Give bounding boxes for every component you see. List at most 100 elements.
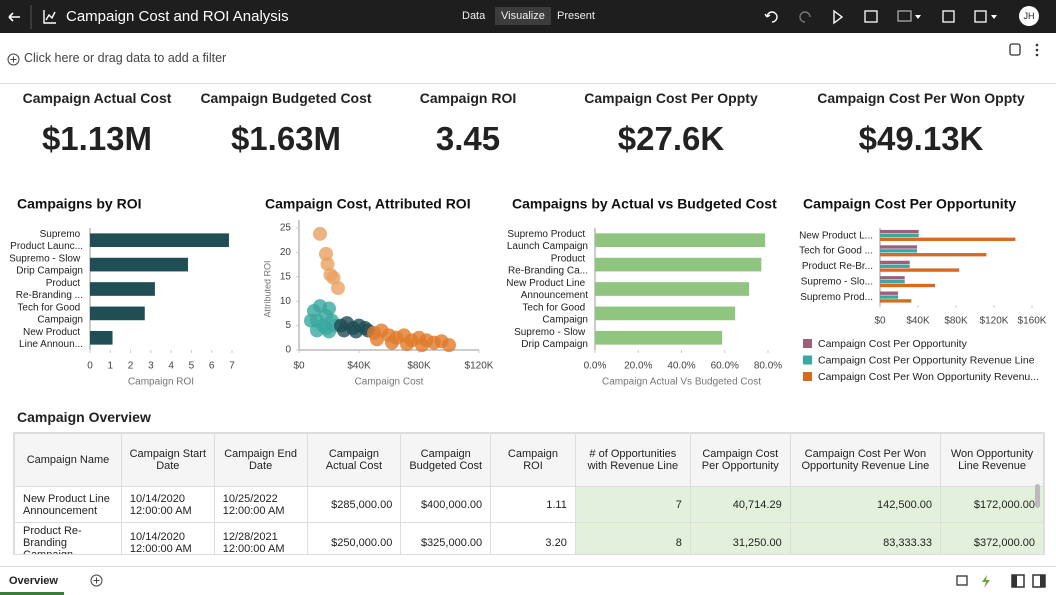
y-tick-label: 15 <box>280 271 292 282</box>
y-tick-label: Tech for Good ... <box>799 246 873 257</box>
x-tick-label: 3 <box>148 361 154 372</box>
x-tick-label: 0.0% <box>584 361 607 372</box>
x-tick-label: $40K <box>347 361 371 372</box>
chart-icon <box>43 10 56 24</box>
y-tick-label: 25 <box>280 223 292 234</box>
legend-label: Campaign Cost Per Won Opportunity Revenu… <box>818 371 1039 383</box>
table-row: Product Re-Branding Campaign 10/14/2020 1… <box>14 522 1044 554</box>
bar <box>880 260 910 265</box>
y-axis-label: Attributed ROI <box>262 260 272 317</box>
column-header: Campaign End Date <box>213 433 308 487</box>
x-tick-label: 40.0% <box>667 361 695 372</box>
column-header: Campaign ROI <box>490 433 576 487</box>
kpi-tile: Campaign Cost Per Won Oppty $49.13K <box>806 90 1036 158</box>
x-tick-label: $120K <box>980 316 1009 327</box>
bar <box>595 233 766 248</box>
user-avatar[interactable]: JH <box>1019 6 1039 26</box>
legend-swatch <box>803 339 812 348</box>
tab[interactable]: Data <box>462 10 486 22</box>
legend-swatch <box>803 355 812 365</box>
kpi-tile: Campaign Cost Per Oppty $27.6K <box>556 90 786 158</box>
y-tick-label: New Product Line Announcement <box>506 278 588 301</box>
scrollbar[interactable] <box>1034 482 1042 512</box>
save-icon[interactable] <box>974 10 987 23</box>
x-tick-label: 0 <box>87 361 93 372</box>
table-cell: 83,333.33 <box>789 522 942 554</box>
x-tick-label: 6 <box>209 361 215 372</box>
kpi-value: $1.13M <box>41 120 153 157</box>
legend-swatch <box>803 372 812 381</box>
refresh-icon[interactable] <box>864 10 878 23</box>
tab[interactable]: Visualize <box>495 7 551 25</box>
top-bar: Campaign Cost and ROI Analysis Data Visu… <box>0 0 1056 33</box>
point <box>313 226 327 241</box>
add-canvas-icon[interactable] <box>90 574 103 587</box>
kpi-title: Campaign ROI <box>419 90 517 106</box>
export-icon[interactable] <box>942 10 955 23</box>
table-cell: $250,000.00 <box>306 522 402 554</box>
chart: Campaign Cost Per Opportunity $0 $40K $80K $… <box>799 196 1047 383</box>
redo-icon[interactable] <box>799 11 811 23</box>
icon[interactable] <box>982 575 990 588</box>
chart-title: Campaigns by ROI <box>17 196 141 212</box>
canvas-tab[interactable]: Overview <box>9 575 58 587</box>
x-tick-label: $0 <box>874 316 886 327</box>
chart: Campaign Cost, Attributed ROI $0 $40K $80K $… <box>262 196 494 388</box>
x-tick-label: 1 <box>108 361 114 372</box>
table-cell: 10/25/2022 12:00:00 AM <box>213 486 308 523</box>
bar <box>880 283 936 288</box>
table-cell: 1.11 <box>490 486 576 523</box>
y-tick-label: Product Re-Branding ... <box>16 278 83 301</box>
dropdown[interactable] <box>991 15 997 19</box>
x-tick-label: 60.0% <box>711 361 739 372</box>
kpi-title: Campaign Actual Cost <box>22 90 172 106</box>
kpi-tile: Campaign ROI 3.45 <box>353 90 583 158</box>
table-cell: 8 <box>574 522 691 554</box>
table-cell: $285,000.00 <box>306 486 402 523</box>
tab[interactable]: Present <box>557 10 595 22</box>
bar <box>90 257 188 272</box>
settings-icon[interactable] <box>1009 43 1021 56</box>
table-cell: $325,000.00 <box>400 522 492 554</box>
x-tick-label: $80K <box>944 316 968 327</box>
table-title: Campaign Overview <box>17 409 151 425</box>
x-tick-label: $120K <box>465 361 494 372</box>
y-tick-label: 5 <box>285 320 291 331</box>
table-cell: $172,000.00 <box>940 486 1044 523</box>
table-container: Campaign Name Campaign Start Date Campaign… <box>13 432 1045 555</box>
point <box>442 338 456 353</box>
y-tick-label: Supremo Prod... <box>800 292 873 303</box>
x-tick-label: 80.0% <box>754 361 782 372</box>
chart: Campaigns by ROI 0 1 2 3 4 5 6 7 Campaign ROI Supr… <box>9 196 235 388</box>
column-header: Campaign Actual Cost <box>306 433 402 487</box>
bar <box>90 330 113 345</box>
point <box>322 301 336 316</box>
footer-icons <box>956 574 1046 588</box>
run-icon[interactable] <box>833 9 844 25</box>
back-icon[interactable] <box>8 12 20 22</box>
undo-icon[interactable] <box>764 11 778 23</box>
toolbar-icons <box>764 9 997 25</box>
bar <box>880 295 899 299</box>
table-cell: 7 <box>574 486 691 523</box>
filter-placeholder[interactable]: Click here or drag data to add a filter <box>24 51 227 65</box>
bar <box>595 282 750 296</box>
y-tick-label: Supremo - Slo... <box>801 277 873 288</box>
chart-title: Campaigns by Actual vs Budgeted Cost <box>512 196 777 212</box>
dropdown[interactable] <box>915 15 921 19</box>
x-axis-label: Campaign ROI <box>128 377 194 388</box>
add-filter-icon[interactable] <box>7 53 20 66</box>
x-tick-label: $0 <box>293 361 305 372</box>
table-cell: Product Re-Branding Campaign <box>14 522 122 554</box>
bar <box>880 249 918 253</box>
bar <box>880 229 919 234</box>
notes-icon[interactable] <box>897 10 912 22</box>
y-tick-label: Product Re-Branding Ca... <box>508 253 588 276</box>
icon[interactable] <box>956 575 968 586</box>
x-tick-label: 4 <box>168 361 174 372</box>
x-tick-label: 2 <box>128 361 134 372</box>
kpi-value: 3.45 <box>435 120 501 157</box>
y-tick-label: Tech for Good Campaign <box>17 302 83 325</box>
y-tick-label: Tech for Good Campaign <box>522 302 588 325</box>
